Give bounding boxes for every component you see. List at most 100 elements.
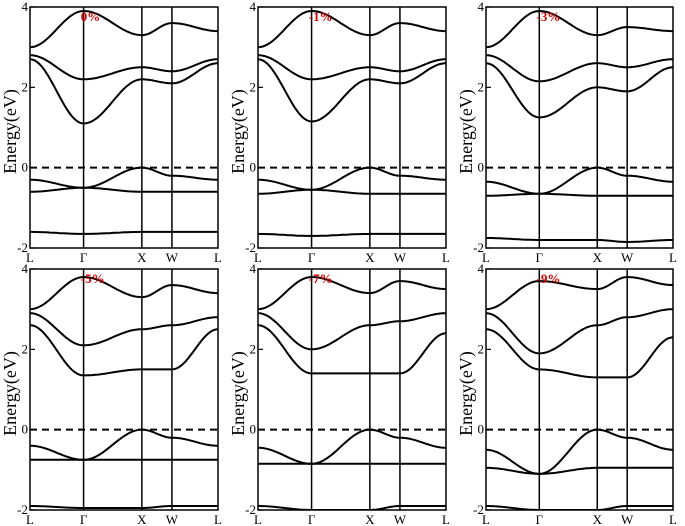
y-tick-label: 0 <box>478 160 485 175</box>
plot-frame <box>29 6 219 249</box>
y-axis-label: Energy(eV) <box>228 351 249 436</box>
x-tick-label: L <box>214 512 222 526</box>
x-tick-label: Γ <box>536 250 544 265</box>
y-tick-label: -2 <box>245 240 256 255</box>
strain-label: -7% <box>309 271 333 286</box>
x-tick-label: W <box>166 250 179 265</box>
band-4 <box>30 166 218 189</box>
y-tick-label: 2 <box>250 79 257 94</box>
x-tick-label: X <box>365 250 375 265</box>
band-2 <box>258 312 446 351</box>
band-1 <box>258 9 446 49</box>
band-lines <box>30 275 218 509</box>
band-4 <box>30 428 218 461</box>
band-6 <box>30 505 218 509</box>
panel-1: -2 0 2 4 L Γ X W L Energy(eV) 0% <box>0 0 222 265</box>
band-5 <box>258 188 446 195</box>
x-tick-label: L <box>442 250 450 265</box>
x-tick-label: X <box>593 512 603 526</box>
plot-frame <box>257 268 447 511</box>
y-tick-label: 2 <box>22 341 29 356</box>
x-tick-label: L <box>26 250 34 265</box>
x-tick-label: W <box>621 512 634 526</box>
y-tick-label: 0 <box>478 422 485 437</box>
y-axis-label: Energy(eV) <box>0 89 21 174</box>
x-tick-label: W <box>394 512 407 526</box>
y-tick-label: 0 <box>250 160 257 175</box>
y-axis-label: Energy(eV) <box>0 351 21 436</box>
band-3 <box>486 62 673 119</box>
x-tick-label: L <box>214 250 222 265</box>
band-4 <box>258 166 446 191</box>
y-tick-label: -2 <box>473 240 484 255</box>
x-tick-label: L <box>26 512 34 526</box>
x-tick-label: W <box>166 512 179 526</box>
panel-3: -2 0 2 4 L Γ X W L Energy(eV) -3% <box>456 0 677 265</box>
y-tick-label: -2 <box>473 502 484 517</box>
x-tick-label: X <box>137 250 147 265</box>
x-tick-label: W <box>621 250 634 265</box>
x-tick-label: L <box>254 512 262 526</box>
y-tick-label: 0 <box>22 422 29 437</box>
band-2 <box>30 312 218 347</box>
band-4 <box>486 166 673 195</box>
y-tick-label: 4 <box>250 261 257 276</box>
panel-5: -2 0 2 4 L Γ X W L Energy(eV) -7% <box>228 261 450 526</box>
y-axis-label: Energy(eV) <box>456 89 477 174</box>
y-tick-label: 4 <box>478 261 485 276</box>
y-tick-label: 2 <box>22 79 29 94</box>
band-4 <box>258 428 446 465</box>
y-tick-label: 0 <box>250 422 257 437</box>
band-lines <box>258 275 446 510</box>
x-tick-label: X <box>593 250 603 265</box>
band-5 <box>486 192 673 197</box>
band-lines <box>30 9 218 235</box>
x-tick-label: X <box>137 512 147 526</box>
x-tick-label: X <box>365 512 375 526</box>
y-tick-label: -2 <box>245 502 256 517</box>
band-6 <box>258 505 446 510</box>
y-tick-label: 0 <box>22 160 29 175</box>
strain-label: -5% <box>81 271 105 286</box>
y-tick-label: 4 <box>478 0 485 14</box>
band-3 <box>486 328 673 379</box>
panel-4: -2 0 2 4 L Γ X W L Energy(eV) -5% <box>0 261 222 526</box>
strain-label: -9% <box>536 271 560 286</box>
band-6 <box>258 232 446 238</box>
y-tick-label: 4 <box>250 0 257 14</box>
y-axis-label: Energy(eV) <box>228 89 249 174</box>
x-tick-label: L <box>669 512 677 526</box>
strain-label: 0% <box>81 9 101 24</box>
y-tick-label: 2 <box>250 341 257 356</box>
y-tick-label: -2 <box>17 502 28 517</box>
panel-2: -2 0 2 4 L Γ X W L Energy(eV) -1% <box>228 0 450 265</box>
band-1 <box>486 9 673 49</box>
x-tick-label: L <box>482 250 490 265</box>
x-tick-label: L <box>254 250 262 265</box>
x-tick-label: W <box>394 250 407 265</box>
band-5 <box>486 466 673 475</box>
x-tick-label: Γ <box>80 250 88 265</box>
band-1 <box>30 9 218 49</box>
y-tick-label: 4 <box>22 0 29 14</box>
plot-frame <box>485 6 674 249</box>
x-tick-label: L <box>482 512 490 526</box>
plot-frame <box>29 268 219 511</box>
x-tick-label: Γ <box>536 512 544 526</box>
y-tick-label: 2 <box>478 341 485 356</box>
band-2 <box>486 308 673 355</box>
x-tick-label: Γ <box>308 512 316 526</box>
band-6 <box>486 237 673 243</box>
band-6 <box>30 230 218 235</box>
y-tick-label: 2 <box>478 79 485 94</box>
band-1 <box>30 275 218 311</box>
plot-frame <box>257 6 447 249</box>
y-axis-label: Energy(eV) <box>456 351 477 436</box>
band-lines <box>486 275 673 510</box>
y-tick-label: 4 <box>22 261 29 276</box>
band-1 <box>486 275 673 311</box>
panel-6: -2 0 2 4 L Γ X W L Energy(eV) -9% <box>456 261 677 526</box>
band-lines <box>486 9 673 243</box>
x-tick-label: L <box>442 512 450 526</box>
y-tick-label: -2 <box>17 240 28 255</box>
